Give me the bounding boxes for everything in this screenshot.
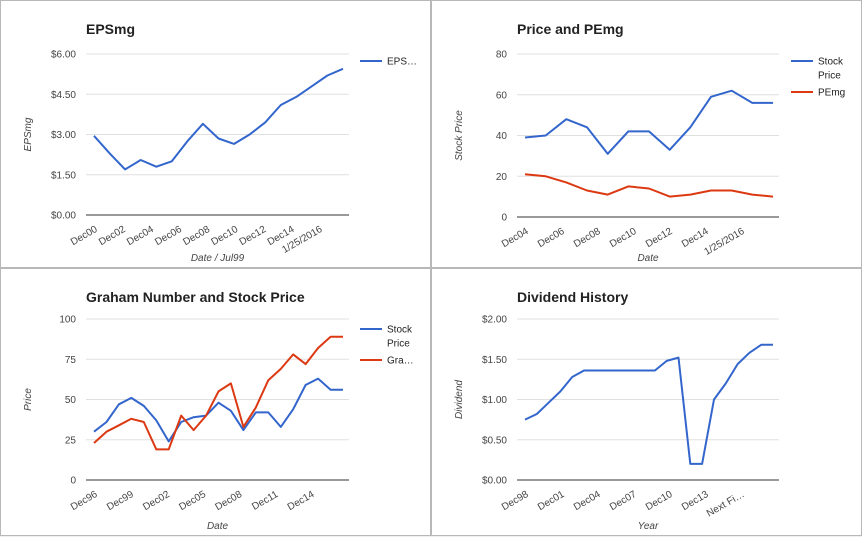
- y-tick-label: $2.00: [482, 315, 507, 326]
- x-tick-label: Dec99: [105, 489, 136, 513]
- chart-title: Graham Number and Stock Price: [86, 289, 305, 305]
- x-tick-label: Dec06: [153, 224, 184, 248]
- x-tick-label: Dec11: [250, 489, 280, 513]
- legend-label-line2: Price: [387, 339, 410, 350]
- chart-svg: Graham Number and Stock Price 0 25 50 75 100 D…: [23, 289, 414, 532]
- y-tick-label: 20: [496, 172, 508, 183]
- y-axis-label: Dividend: [454, 380, 465, 419]
- x-tick-label: Dec08: [181, 224, 212, 248]
- x-tick-label: Dec08: [572, 226, 603, 250]
- chart-panel-1: Price and PEmg 0 20 40 60 80 Dec04 Dec06 Dec08 De…: [431, 0, 862, 268]
- x-tick-label: Dec08: [214, 489, 245, 513]
- y-tick-label: $4.50: [51, 90, 76, 101]
- series-line-0: [93, 377, 343, 443]
- y-tick-label: 25: [65, 435, 77, 446]
- x-tick-label: Dec05: [177, 489, 208, 513]
- y-tick-label: $3.00: [51, 130, 76, 141]
- x-tick-label: Dec07: [608, 489, 639, 513]
- x-tick-label: Dec04: [125, 224, 156, 248]
- x-tick-label: Dec10: [210, 224, 241, 248]
- chart-title: Price and PEmg: [517, 21, 624, 37]
- series-line-1: [93, 335, 343, 451]
- y-tick-label: $0.00: [51, 211, 76, 222]
- legend-label-line2: Price: [818, 71, 841, 82]
- series-line-0: [524, 343, 773, 465]
- y-tick-label: 40: [496, 131, 508, 142]
- y-tick-label: 80: [496, 50, 508, 61]
- x-tick-label: Dec01: [536, 489, 567, 513]
- y-axis-label: Stock Price: [454, 110, 465, 161]
- y-tick-label: 75: [65, 355, 77, 366]
- x-tick-label: Dec96: [69, 489, 100, 513]
- x-tick-label: Dec02: [97, 224, 128, 248]
- x-tick-label: Dec04: [500, 226, 531, 250]
- y-tick-label: $1.50: [482, 355, 507, 366]
- series-line-0: [524, 89, 773, 155]
- chart-title: EPSmg: [86, 21, 135, 37]
- y-tick-label: $0.00: [482, 476, 507, 487]
- series-line-0: [93, 67, 344, 171]
- x-tick-label: Dec10: [608, 226, 639, 250]
- x-tick-label: Dec98: [500, 489, 531, 513]
- chart-svg: EPSmg $0.00 $1.50 $3.00 $4.50 $6.00 Dec00Dec02…: [23, 21, 417, 264]
- chart-panel-3: Dividend History $0.00 $0.50 $1.00 $1.50 $2.0…: [431, 268, 862, 536]
- x-tick-label: Next Fi…: [705, 489, 747, 519]
- chart-title: Dividend History: [517, 289, 628, 305]
- y-axis-label: EPSmg: [23, 117, 34, 151]
- chart-panel-0: EPSmg $0.00 $1.50 $3.00 $4.50 $6.00 Dec00 Dec02…: [0, 0, 431, 268]
- chart-panel-2: Graham Number and Stock Price 0 25 50 75 100 D…: [0, 268, 431, 536]
- x-tick-label: Dec12: [644, 226, 675, 250]
- y-tick-label: 100: [59, 315, 76, 326]
- legend-label: PEmg: [818, 88, 845, 99]
- x-tick-label: Dec12: [238, 224, 269, 248]
- legend-label: EPS…: [387, 57, 417, 68]
- legend-label: Stock: [387, 325, 413, 336]
- y-tick-label: 0: [501, 213, 507, 224]
- y-tick-label: 0: [70, 476, 76, 487]
- x-axis-label: Date / Jul99: [191, 253, 245, 264]
- x-tick-label: Dec00: [69, 224, 100, 248]
- x-tick-label: Dec04: [572, 489, 603, 513]
- x-tick-label: Dec02: [141, 489, 172, 513]
- chart-svg: Dividend History $0.00 $0.50 $1.00 $1.50 $2.0…: [454, 289, 779, 532]
- y-tick-label: $0.50: [482, 435, 507, 446]
- y-axis-label: Price: [23, 388, 34, 411]
- legend-label: Gra…: [387, 356, 414, 367]
- y-tick-label: 50: [65, 395, 77, 406]
- x-tick-label: Dec14: [286, 489, 317, 513]
- y-tick-label: 60: [496, 90, 508, 101]
- x-tick-label: Dec10: [644, 489, 675, 513]
- x-axis-label: Date: [207, 521, 229, 532]
- y-tick-label: $6.00: [51, 50, 76, 61]
- x-axis-label: Year: [638, 521, 659, 532]
- x-tick-label: 1/25/2016: [702, 226, 746, 258]
- series-line-1: [524, 173, 774, 198]
- x-axis-label: Date: [637, 253, 659, 264]
- x-tick-label: Dec06: [536, 226, 567, 250]
- y-tick-label: $1.50: [51, 170, 76, 181]
- y-tick-label: $1.00: [482, 395, 507, 406]
- legend-label: Stock: [818, 57, 844, 68]
